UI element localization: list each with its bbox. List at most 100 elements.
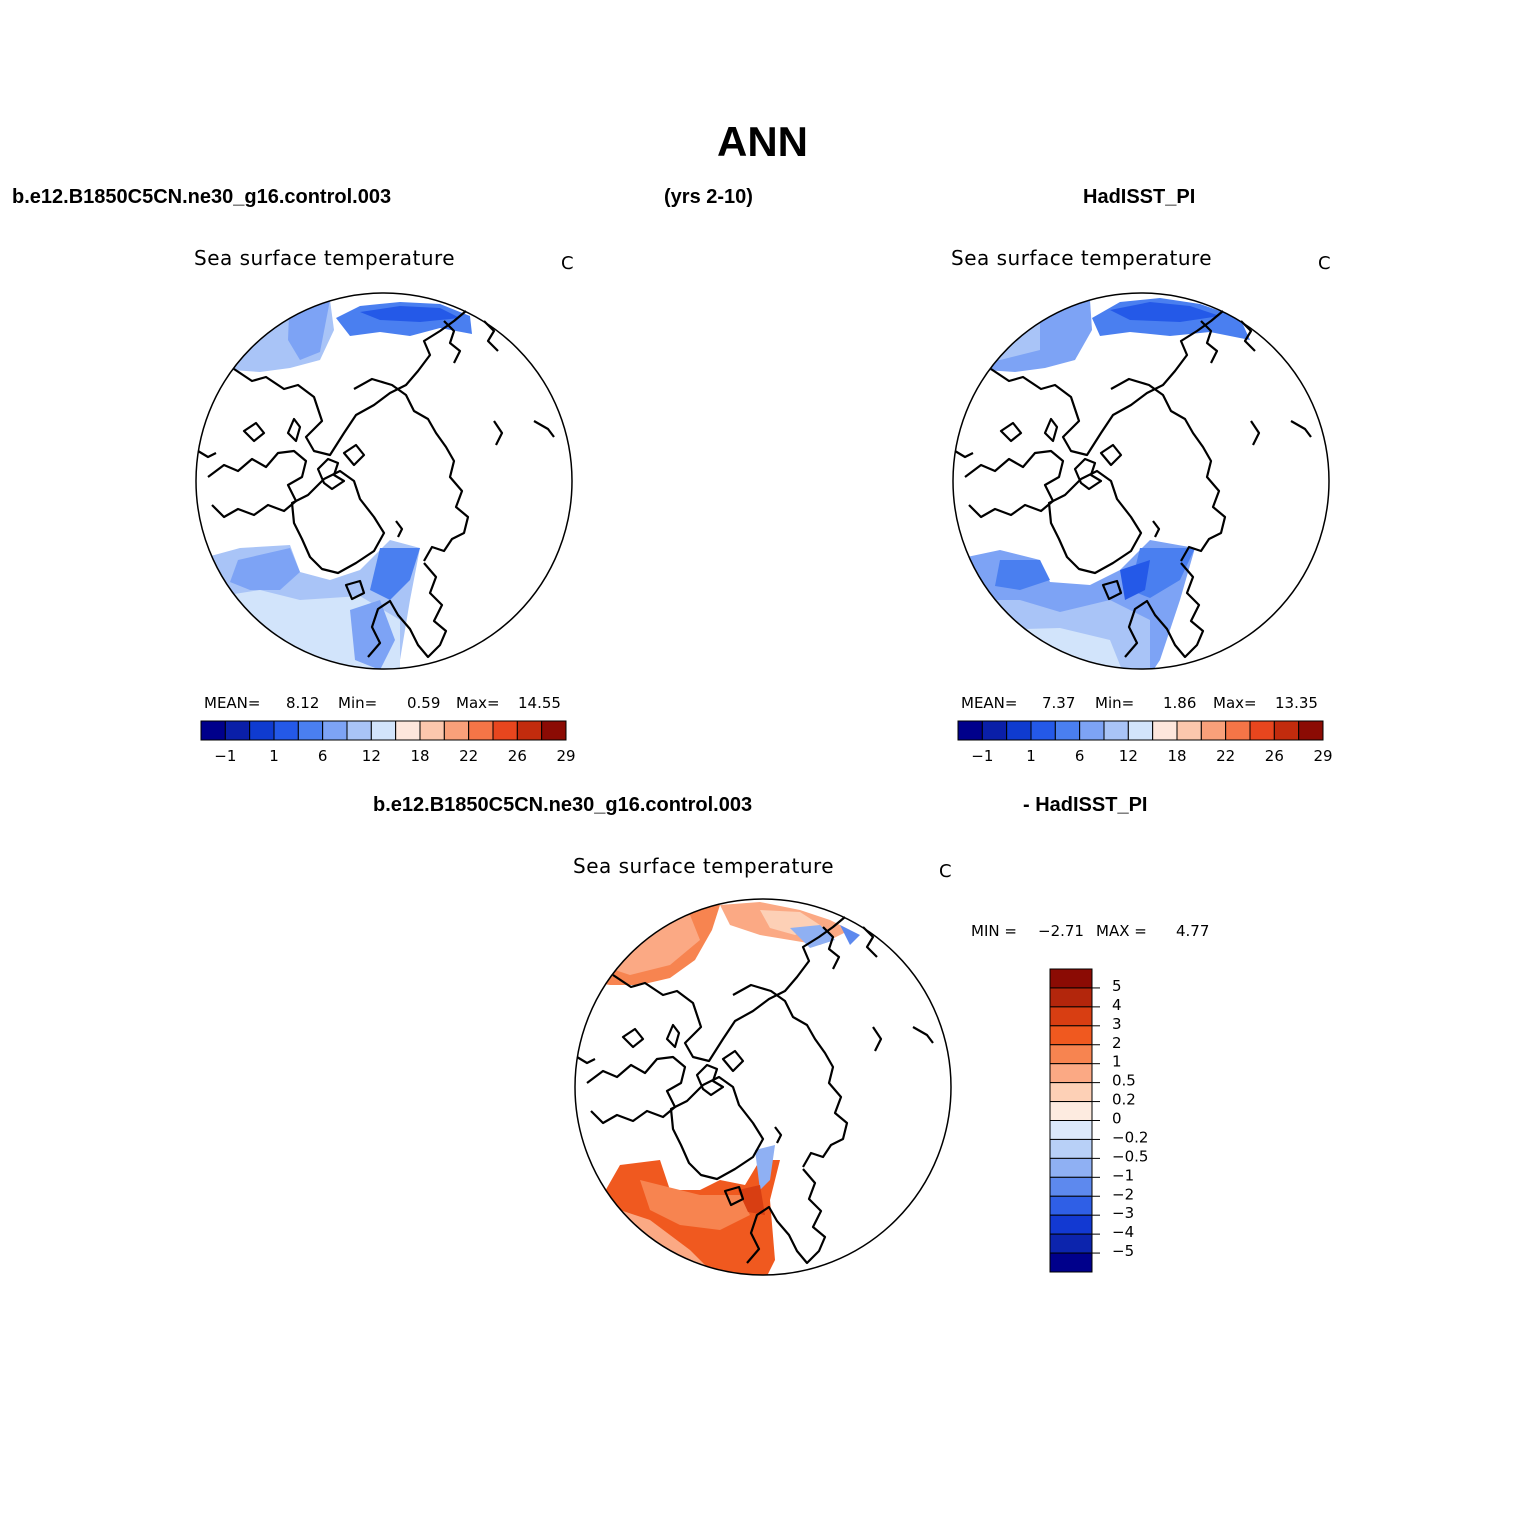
panel2-colorbar-swatch [1103,720,1129,741]
diff-colorbar-tick-label: −0.5 [1112,1147,1148,1165]
panel1-colorbar-swatch [200,720,226,741]
panel2-colorbar-tick-label: 18 [1167,747,1186,765]
diff-colorbar-tick-label: 0.2 [1112,1091,1136,1109]
diff-map [574,898,952,1276]
panel1-colorbar-tick-label: 22 [459,747,478,765]
panel1-colorbar-swatch [273,720,299,741]
diff-colorbar-tick-label: 1 [1112,1053,1122,1071]
panel1-colorbar-swatch [541,720,567,741]
panel1-max-value: 14.55 [518,694,561,712]
panel2-colorbar-swatch [1176,720,1202,741]
diff-colorbar-swatch [1049,1006,1093,1027]
panel2-colorbar-tick-label: 29 [1313,747,1332,765]
panel1-colorbar-tick-label: −1 [214,747,236,765]
panel2-colorbar-swatch [957,720,983,741]
diff-colorbar-swatch [1049,1138,1093,1159]
diff-colorbar-swatch [1049,1101,1093,1121]
panel2-min-label: Min= [1095,694,1135,712]
panel2-mean-label: MEAN= [961,694,1018,712]
main-title: ANN [717,118,808,165]
panel1-colorbar-swatch [224,720,251,741]
diff-title: Sea surface temperature [573,854,835,878]
panel1-colorbar-swatch [297,720,324,741]
panel1-colorbar-swatch [322,720,348,741]
panel2-colorbar-tick-label: −1 [971,747,993,765]
diff-colorbar-swatch [1049,1233,1093,1254]
panel1-colorbar: −1 1 6 12 18 22 26 29 [200,720,576,765]
panel2-min-value: 1.86 [1163,694,1197,712]
diff-colorbar-swatch [1049,1157,1093,1178]
diff-colorbar-tick-label: 0.5 [1112,1072,1136,1090]
panel1-colorbar-tick-label: 26 [508,747,527,765]
panel2-colorbar-tick-label: 6 [1075,747,1085,765]
diff-colorbar-tick-label: −2 [1112,1185,1134,1203]
panel1-colorbar-tick-label: 18 [410,747,429,765]
panel2-colorbar-swatch [981,720,1008,741]
diff-colorbar-swatch [1049,1252,1093,1273]
diff-colorbar-tick-label: 4 [1112,996,1122,1014]
panel1-colorbar-swatch [249,720,275,741]
obs-name-header: HadISST_PI [1083,186,1196,208]
diff-min-label: MIN = [971,922,1017,940]
diff-colorbar-tick-label: 0 [1112,1110,1122,1128]
panel2-colorbar: −1 1 6 12 18 22 26 29 [957,720,1333,765]
diff-colorbar-swatch [1049,1176,1093,1197]
panel2-colorbar-swatch [1225,720,1251,741]
diff-colorbar-swatch [1049,1214,1093,1235]
panel2-max-value: 13.35 [1275,694,1318,712]
panel1-title: Sea surface temperature [194,246,456,270]
diff-colorbar-swatch [1049,1044,1093,1065]
diff-colorbar-swatch [1049,1082,1093,1103]
panel2-colorbar-tick-label: 26 [1265,747,1284,765]
panel2-colorbar-swatch [1249,720,1275,741]
diff-colorbar-tick-label: −0.2 [1112,1128,1148,1146]
panel1-colorbar-swatch [492,720,518,741]
diff-colorbar-swatch [1049,1195,1093,1216]
panel1-colorbar-tick-label: 12 [362,747,381,765]
panel2-title: Sea surface temperature [951,246,1213,270]
diff-colorbar-tick-label: 2 [1112,1034,1122,1052]
panel2-colorbar-swatch [1200,720,1227,741]
panel1-max-label: Max= [456,694,500,712]
panel1-min-label: Min= [338,694,378,712]
panel1-min-value: 0.59 [407,694,441,712]
diff-colorbar-tick-label: −1 [1112,1166,1134,1184]
diff-unit: C [939,861,952,882]
panel2-colorbar-swatch [1127,720,1154,741]
panel1-mean-value: 8.12 [286,694,320,712]
panel1-colorbar-swatch [516,720,543,741]
panel1-mean-label: MEAN= [204,694,261,712]
panel1-colorbar-swatch [395,720,421,741]
diff-colorbar-swatch [1049,987,1093,1008]
panel1-colorbar-swatch [443,720,470,741]
panel2-colorbar-tick-label: 22 [1216,747,1235,765]
diff-colorbar-tick-label: 5 [1112,977,1122,995]
panel2-mean-value: 7.37 [1042,694,1076,712]
panel2-colorbar-swatch [1273,720,1300,741]
panel2-colorbar-swatch [1006,720,1032,741]
case-name-header: b.e12.B1850C5CN.ne30_g16.control.003 [12,186,392,208]
diff-colorbar-tick-label: −3 [1112,1204,1134,1222]
diff-colorbar-swatch [1049,1120,1093,1140]
panel1-colorbar-tick-label: 29 [556,747,575,765]
panel2-colorbar-swatch [1030,720,1056,741]
panel2-unit: C [1318,253,1331,274]
panel2-colorbar-swatch [1079,720,1105,741]
panel2-colorbar-swatch [1152,720,1178,741]
diff-colorbar-tick-label: 3 [1112,1015,1122,1033]
diff-case-header: b.e12.B1850C5CN.ne30_g16.control.003 [373,794,753,816]
diff-colorbar-swatch [1049,1063,1093,1084]
years-header: (yrs 2-10) [664,186,753,208]
diff-min-value: −2.71 [1038,922,1084,940]
panel1-map [195,292,573,670]
diff-colorbar-swatch [1049,1025,1093,1046]
panel2-colorbar-tick-label: 1 [1026,747,1036,765]
panel1-colorbar-swatch [346,720,372,741]
panel1-unit: C [561,253,574,274]
diff-max-label: MAX = [1096,922,1147,940]
panel1-colorbar-swatch [370,720,397,741]
panel2-map [952,292,1330,670]
diff-colorbar-tick-label: −4 [1112,1223,1134,1241]
panel2-colorbar-swatch [1054,720,1081,741]
